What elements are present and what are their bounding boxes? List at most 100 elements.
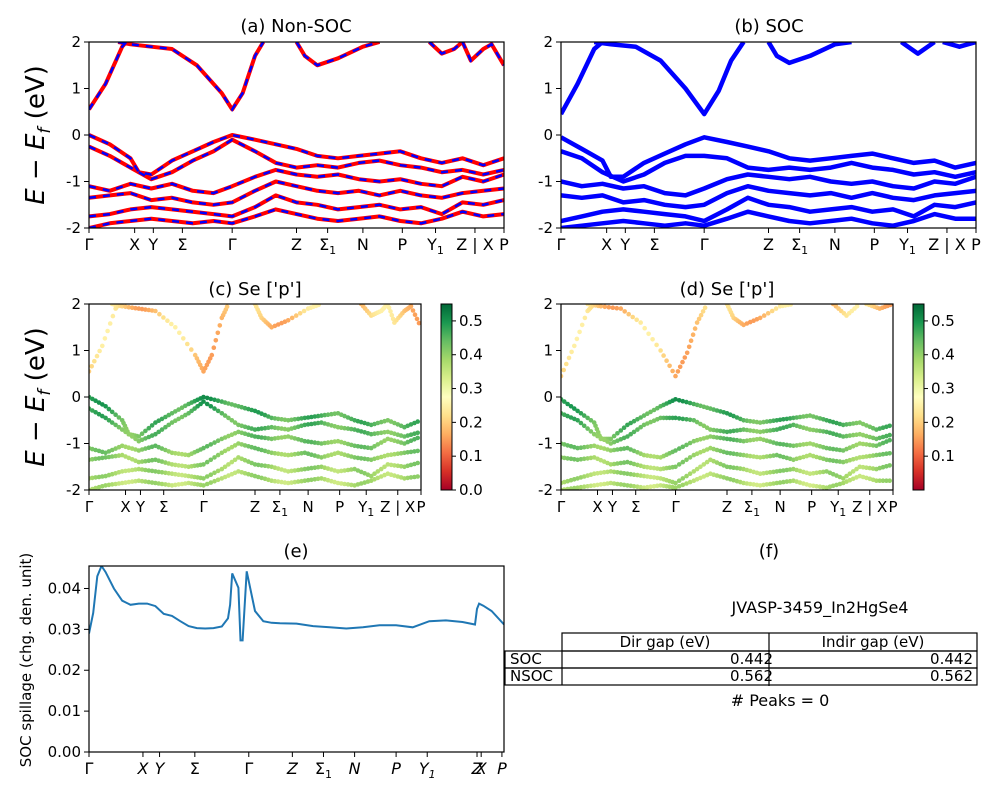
y-tick-label: 0.00 — [48, 743, 81, 761]
x-tick-label: N — [829, 235, 841, 254]
projection-point — [648, 409, 653, 415]
x-tick-label: Σ1 — [315, 759, 332, 781]
projection-point — [615, 447, 620, 452]
projection-point — [582, 315, 588, 321]
projection-point — [309, 414, 314, 420]
projection-point — [687, 471, 693, 477]
projection-point — [414, 316, 420, 322]
projection-point — [392, 463, 397, 468]
y-tick-label: 1 — [71, 80, 81, 98]
projection-point — [676, 484, 682, 489]
projection-point — [143, 458, 148, 464]
y-tick-label: 0.01 — [48, 702, 81, 720]
projection-point — [107, 321, 113, 326]
soc-band-line — [561, 42, 604, 116]
projection-point — [579, 322, 585, 328]
projection-point — [747, 481, 753, 487]
x-tick-label: Z — [291, 235, 302, 254]
x-tick-label: Γ — [85, 498, 94, 516]
x-tick-label: X — [120, 498, 130, 516]
y-tick-label: 2 — [543, 295, 553, 313]
x-tick-label: Σ — [177, 235, 187, 254]
projection-point — [814, 428, 819, 433]
projection-point — [177, 330, 182, 336]
projection-point — [342, 468, 347, 473]
x-tick-label: Z — [250, 498, 260, 516]
projection-point — [781, 417, 786, 422]
projection-point — [165, 318, 170, 324]
projection-point — [176, 451, 181, 457]
y-tick-label: -1 — [66, 435, 81, 453]
x-tick-label: Σ1 — [791, 235, 808, 257]
projection-point — [680, 482, 686, 488]
projection-point — [581, 413, 587, 418]
projection-point — [215, 398, 221, 404]
projection-point — [687, 400, 693, 406]
x-tick-label: Σ1 — [272, 498, 288, 519]
projection-point — [181, 336, 186, 341]
x-tick-label: P — [397, 235, 407, 254]
projection-point — [764, 470, 770, 476]
projection-point — [731, 465, 736, 471]
projection-point — [106, 418, 112, 423]
projection-point — [342, 425, 347, 431]
projection-point — [610, 305, 616, 311]
peaks-count: # Peaks = 0 — [731, 691, 830, 710]
projection-point — [103, 415, 108, 421]
x-tick-label: Y1 — [426, 235, 444, 257]
projection-point — [606, 305, 612, 310]
y-tick-label: -1 — [538, 435, 553, 453]
projection-point — [598, 482, 604, 487]
projection-point — [631, 429, 637, 435]
colorbar-tick-label: 0.3 — [459, 380, 483, 398]
projection-point — [208, 480, 214, 485]
panel-d-title: (d) Se ['p'] — [680, 279, 775, 300]
projection-point — [146, 425, 152, 431]
projection-point — [143, 467, 148, 473]
projection-point — [648, 474, 653, 480]
projection-point — [673, 464, 678, 470]
y-tick-label: 0 — [71, 388, 81, 406]
projection-point — [764, 419, 770, 424]
projection-point — [212, 440, 217, 445]
projection-point — [698, 421, 703, 427]
projection-point — [847, 471, 853, 477]
projection-point — [301, 308, 307, 314]
projection-point — [93, 456, 98, 462]
projection-point — [109, 409, 115, 415]
projection-point — [209, 352, 215, 358]
projection-point — [714, 428, 720, 433]
projection-point — [208, 442, 214, 447]
projection-point — [415, 448, 421, 454]
x-tick-label: Z — [471, 759, 484, 778]
projection-point — [185, 341, 190, 347]
projection-point — [814, 470, 819, 476]
projection-point — [702, 305, 708, 311]
projection-point — [201, 476, 206, 481]
panel-a-plot-area — [89, 42, 504, 228]
projection-point — [572, 343, 577, 349]
projection-point — [887, 478, 892, 484]
x-tick-label: Γ — [85, 235, 94, 254]
projection-point — [201, 399, 206, 404]
info-table: JVASP-3459_In2HgSe4 Dir gap (eV) Indir g… — [504, 598, 978, 710]
projection-point — [201, 483, 206, 488]
projection-point — [153, 308, 158, 314]
projection-point — [176, 463, 181, 468]
projection-point — [412, 312, 418, 318]
projection-point — [212, 478, 217, 484]
soc-band-line — [593, 42, 746, 117]
projection-point — [176, 482, 181, 487]
projection-point — [630, 314, 635, 320]
projection-point — [259, 463, 264, 468]
projection-point — [215, 330, 221, 336]
projection-point — [189, 347, 194, 352]
x-tick-label: Σ1 — [319, 235, 336, 257]
projection-point — [614, 305, 620, 311]
projection-point — [217, 323, 223, 328]
colorbar-tick-label: 0.4 — [931, 346, 955, 364]
y-tick-label: 0.02 — [48, 661, 81, 679]
axes-frame — [88, 565, 505, 753]
